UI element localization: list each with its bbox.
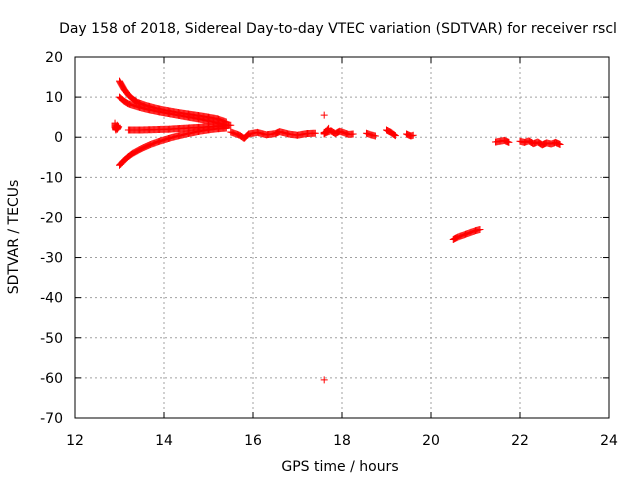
data-point: [320, 111, 328, 119]
data-point: [320, 376, 328, 384]
y-axis-label: SDTVAR / TECUs: [6, 180, 22, 295]
x-tick-label: 20: [422, 433, 440, 449]
y-tick-label: -10: [40, 170, 63, 186]
x-tick-label: 24: [600, 433, 618, 449]
x-tick-label: 14: [155, 433, 173, 449]
data-point: [227, 121, 235, 129]
y-tick-label: -70: [40, 411, 63, 427]
data-layer: [111, 77, 564, 384]
y-tick-label: -50: [40, 331, 63, 347]
x-tick-label: 16: [244, 433, 262, 449]
data-point: [325, 124, 333, 132]
x-tick-label: 12: [66, 433, 84, 449]
chart-title: Day 158 of 2018, Sidereal Day-to-day VTE…: [59, 21, 617, 37]
y-tick-label: -20: [40, 210, 63, 226]
y-tick-label: -30: [40, 251, 63, 267]
data-point: [476, 225, 484, 233]
data-point: [371, 132, 379, 140]
ticks: 12 14 16 18 20 22 24 -70 -60 -50 -40 -30 -20 -10 0 10 20: [40, 50, 618, 449]
data-point: [349, 130, 357, 138]
data-point: [324, 125, 332, 133]
data-point: [311, 129, 319, 137]
grid: [75, 57, 609, 418]
y-tick-label: 0: [54, 130, 63, 146]
data-point: [123, 99, 131, 107]
data-point: [391, 132, 399, 140]
data-point: [390, 130, 398, 138]
data-point: [556, 140, 564, 148]
x-tick-label: 18: [333, 433, 351, 449]
y-tick-label: 10: [45, 90, 63, 106]
data-point: [505, 138, 513, 146]
y-tick-label: -60: [40, 371, 63, 387]
y-tick-label: -40: [40, 291, 63, 307]
x-tick-label: 22: [511, 433, 529, 449]
x-axis-label: GPS time / hours: [281, 459, 398, 475]
y-tick-label: 20: [45, 50, 63, 66]
data-point: [409, 131, 417, 139]
data-point: [391, 131, 399, 139]
data-point: [115, 123, 123, 131]
